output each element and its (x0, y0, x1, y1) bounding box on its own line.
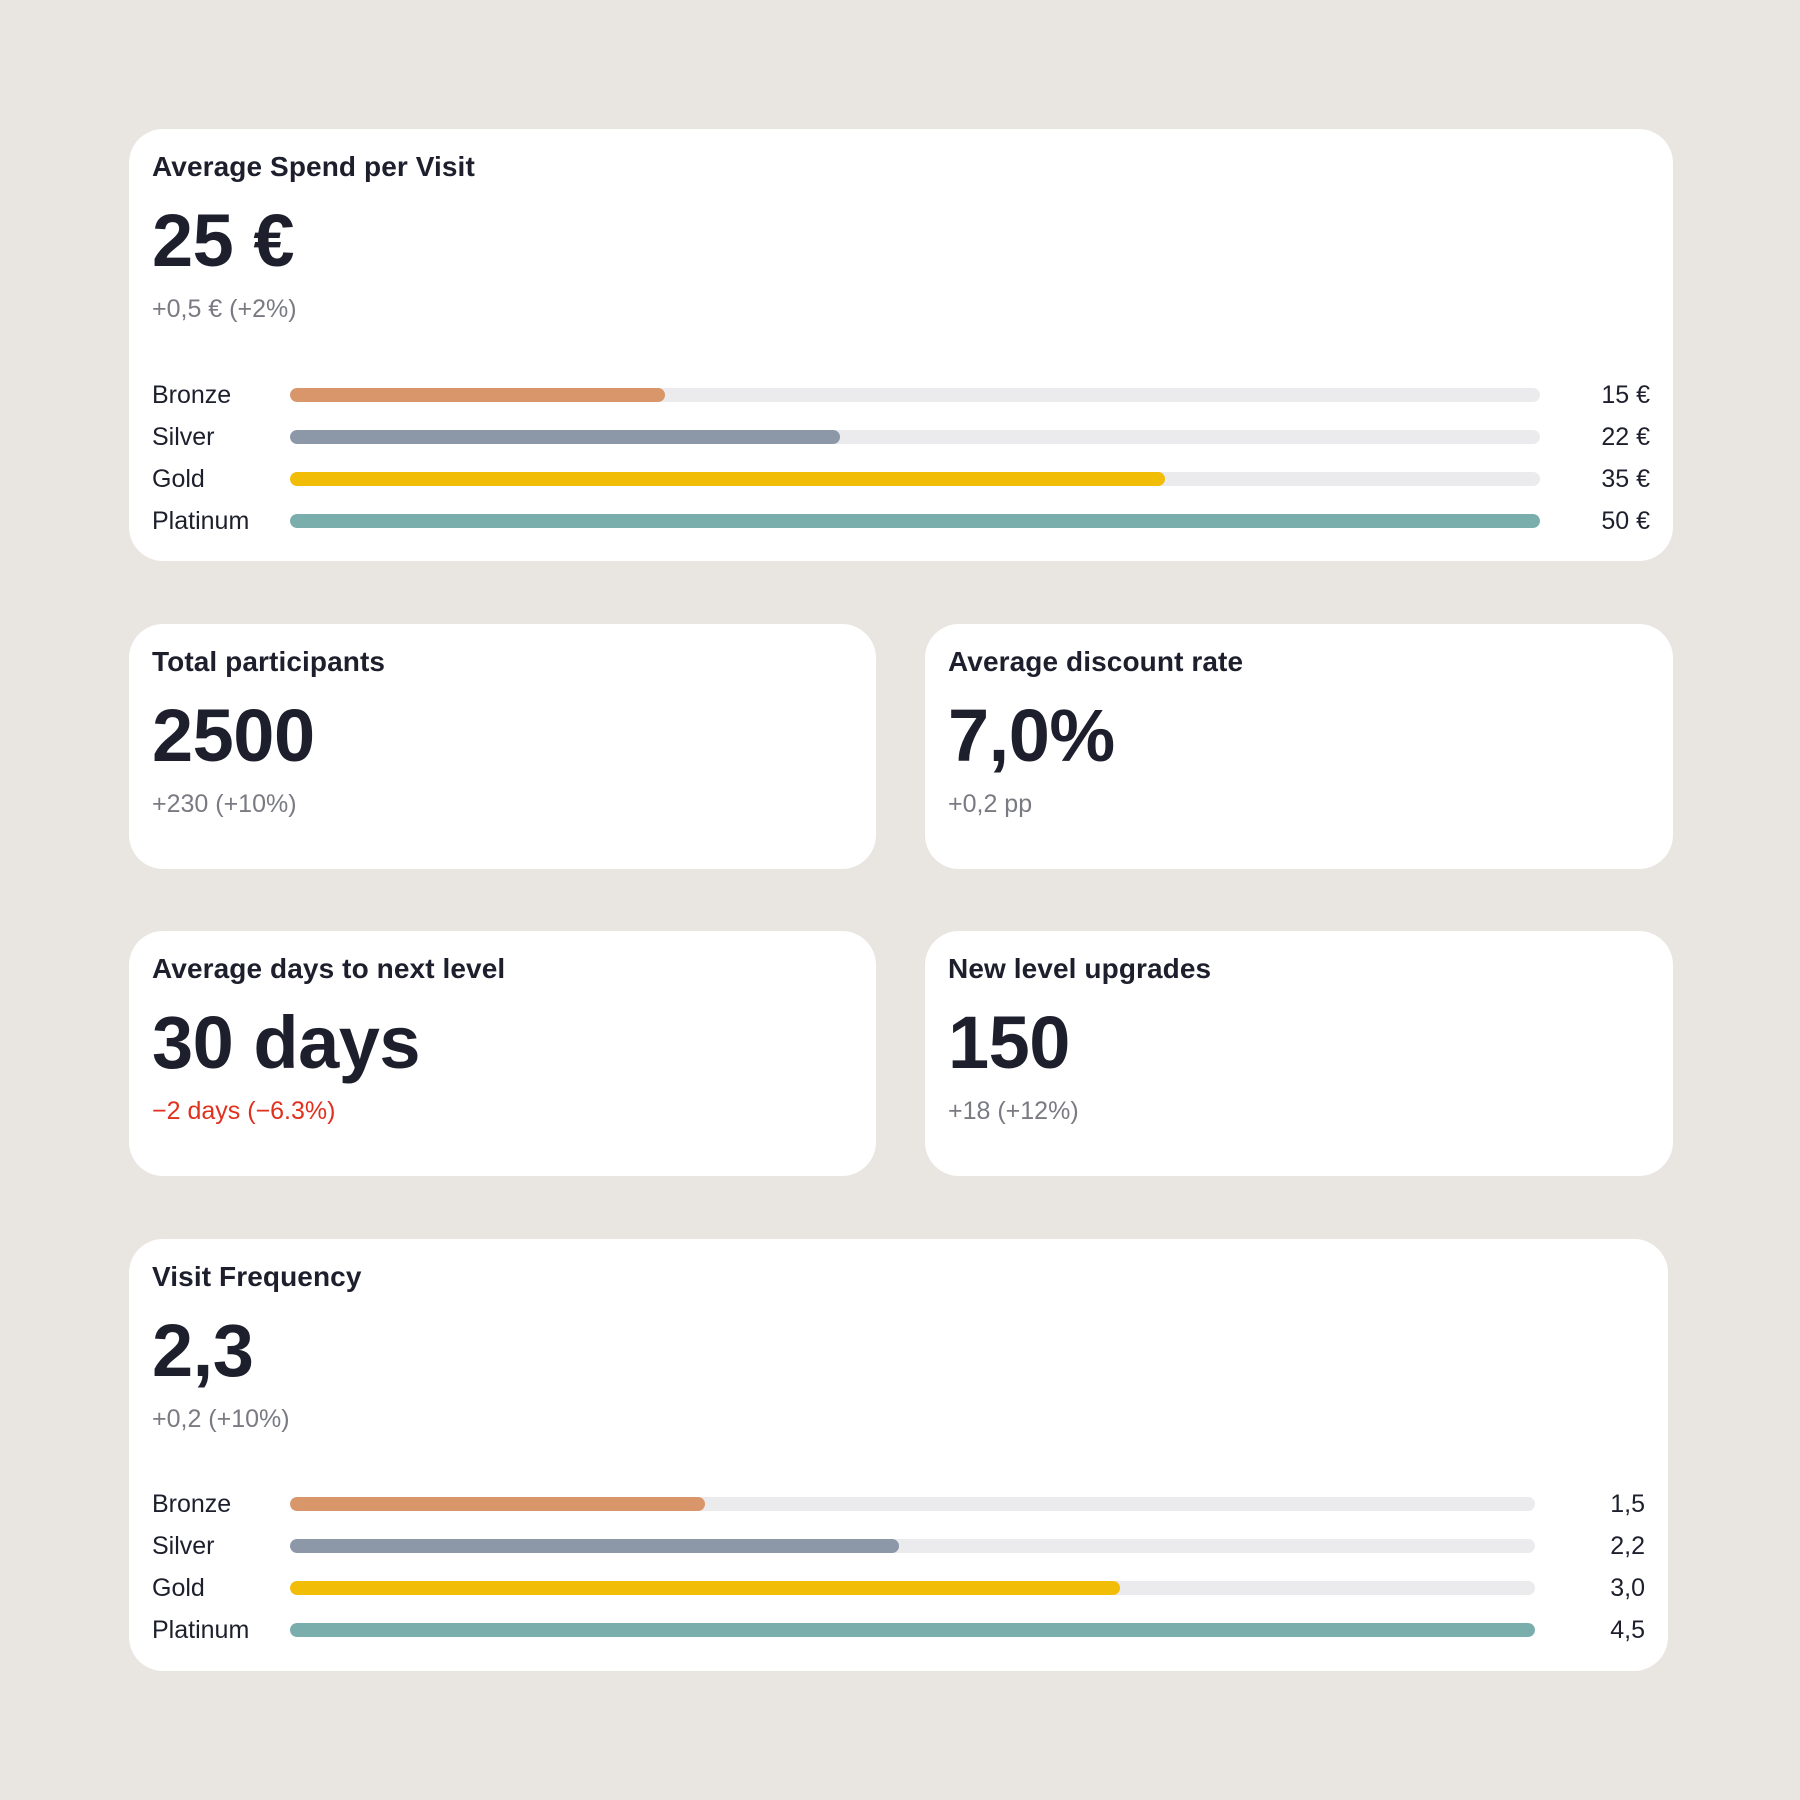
frequency-value: 2,3 (152, 1309, 254, 1392)
discount-value: 7,0% (948, 694, 1115, 777)
spend-bar-fill-platinum (290, 514, 1540, 528)
upgrades-card: New level upgrades 150 +18 (+12%) (925, 931, 1673, 1176)
spend-bar-label: Bronze (152, 380, 232, 409)
spend-bar-row-bronze: Bronze 15 € (152, 374, 1650, 416)
frequency-bar-fill-gold (290, 1581, 1120, 1595)
frequency-bar-track (290, 1623, 1535, 1637)
spend-bar-fill-silver (290, 430, 840, 444)
participants-title: Total participants (152, 646, 386, 677)
frequency-bar-value: 4,5 (1610, 1615, 1645, 1644)
spend-bar-track (290, 472, 1540, 486)
participants-value: 2500 (152, 694, 315, 777)
frequency-bar-value: 1,5 (1610, 1489, 1645, 1518)
frequency-bar-fill-silver (290, 1539, 899, 1553)
frequency-bar-row-silver: Silver 2,2 (152, 1525, 1645, 1567)
spend-bar-label: Platinum (152, 506, 250, 535)
spend-bar-track (290, 514, 1540, 528)
participants-delta: +230 (+10%) (152, 790, 297, 818)
frequency-bars: Bronze 1,5 Silver 2,2 Gold 3,0 Platinum … (152, 1483, 1645, 1651)
frequency-bar-label: Bronze (152, 1489, 232, 1518)
spend-bar-track (290, 430, 1540, 444)
spend-bar-value: 15 € (1601, 380, 1650, 409)
spend-bar-value: 35 € (1601, 464, 1650, 493)
discount-delta: +0,2 pp (948, 790, 1033, 818)
days-title: Average days to next level (152, 953, 506, 984)
frequency-delta: +0,2 (+10%) (152, 1405, 290, 1433)
spend-bar-fill-gold (290, 472, 1165, 486)
upgrades-delta: +18 (+12%) (948, 1097, 1079, 1125)
spend-bar-row-gold: Gold 35 € (152, 458, 1650, 500)
spend-bar-row-platinum: Platinum 50 € (152, 500, 1650, 542)
frequency-bar-track (290, 1497, 1535, 1511)
frequency-card: Visit Frequency 2,3 +0,2 (+10%) Bronze 1… (129, 1239, 1668, 1671)
frequency-bar-label: Silver (152, 1531, 215, 1560)
spend-card: Average Spend per Visit 25 € +0,5 € (+2%… (129, 129, 1673, 561)
spend-value: 25 € (152, 199, 295, 282)
spend-bar-label: Silver (152, 422, 215, 451)
frequency-bar-track (290, 1581, 1535, 1595)
spend-bar-track (290, 388, 1540, 402)
discount-card: Average discount rate 7,0% +0,2 pp (925, 624, 1673, 869)
days-card: Average days to next level 30 days −2 da… (129, 931, 876, 1176)
discount-title: Average discount rate (948, 646, 1244, 677)
frequency-bar-fill-platinum (290, 1623, 1535, 1637)
days-delta: −2 days (−6.3%) (152, 1097, 336, 1125)
days-value: 30 days (152, 1001, 421, 1084)
upgrades-title: New level upgrades (948, 953, 1212, 984)
frequency-bar-value: 3,0 (1610, 1573, 1645, 1602)
frequency-title: Visit Frequency (152, 1261, 362, 1292)
frequency-bar-label: Gold (152, 1573, 205, 1602)
spend-bar-fill-bronze (290, 388, 665, 402)
spend-bar-row-silver: Silver 22 € (152, 416, 1650, 458)
spend-bar-label: Gold (152, 464, 205, 493)
frequency-bar-track (290, 1539, 1535, 1553)
frequency-bar-label: Platinum (152, 1615, 250, 1644)
spend-bar-value: 22 € (1601, 422, 1650, 451)
participants-card: Total participants 2500 +230 (+10%) (129, 624, 876, 869)
frequency-bar-fill-bronze (290, 1497, 705, 1511)
spend-delta: +0,5 € (+2%) (152, 295, 297, 323)
frequency-bar-row-bronze: Bronze 1,5 (152, 1483, 1645, 1525)
spend-title: Average Spend per Visit (152, 151, 475, 182)
frequency-bar-row-platinum: Platinum 4,5 (152, 1609, 1645, 1651)
spend-bars: Bronze 15 € Silver 22 € Gold 35 € Platin… (152, 374, 1650, 542)
frequency-bar-value: 2,2 (1610, 1531, 1645, 1560)
upgrades-value: 150 (948, 1001, 1070, 1084)
spend-bar-value: 50 € (1601, 506, 1650, 535)
frequency-bar-row-gold: Gold 3,0 (152, 1567, 1645, 1609)
